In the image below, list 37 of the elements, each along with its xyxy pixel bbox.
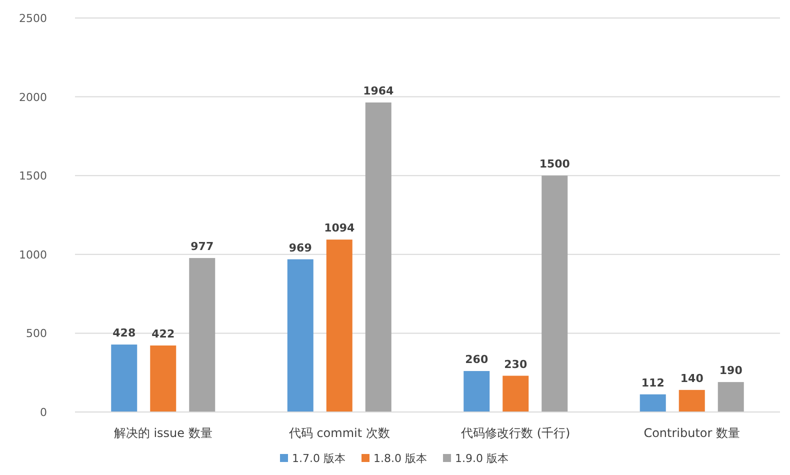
y-tick-label: 1500 <box>19 170 47 183</box>
data-label: 190 <box>719 364 743 378</box>
bar <box>150 345 176 412</box>
x-tick-label: 解决的 issue 数量 <box>114 426 212 440</box>
y-tick-label: 0 <box>40 406 47 419</box>
y-tick-label: 1000 <box>19 248 47 262</box>
x-tick-label: 代码 commit 次数 <box>288 426 390 440</box>
data-label: 230 <box>504 358 528 371</box>
bar <box>287 259 314 412</box>
data-label: 977 <box>190 240 214 254</box>
data-label: 260 <box>465 353 488 366</box>
legend-label: 1.8.0 版本 <box>374 452 427 465</box>
bar <box>189 258 216 412</box>
data-label: 428 <box>112 326 136 340</box>
y-tick-label: 2000 <box>19 90 47 104</box>
bar <box>542 176 568 412</box>
bar <box>640 394 666 412</box>
bar <box>502 376 529 412</box>
bar <box>464 371 490 412</box>
data-label: 969 <box>288 241 312 254</box>
x-tick-label: Contributor 数量 <box>644 426 740 440</box>
bar <box>111 344 138 412</box>
y-tick-label: 500 <box>26 327 47 340</box>
bar <box>326 240 352 412</box>
y-tick-label: 2500 <box>19 12 47 25</box>
legend-label: 1.9.0 版本 <box>455 452 508 465</box>
bar <box>718 382 744 412</box>
x-tick-label: 代码修改行数 (千行) <box>460 426 570 440</box>
data-label: 1094 <box>324 222 356 235</box>
data-label: 1964 <box>363 84 394 98</box>
data-label: 1500 <box>539 158 570 171</box>
bar <box>678 390 705 412</box>
legend-label: 1.7.0 版本 <box>292 452 346 465</box>
bar <box>365 102 392 412</box>
data-label: 140 <box>680 372 704 385</box>
data-label: 112 <box>641 376 664 390</box>
data-label: 422 <box>152 327 175 340</box>
